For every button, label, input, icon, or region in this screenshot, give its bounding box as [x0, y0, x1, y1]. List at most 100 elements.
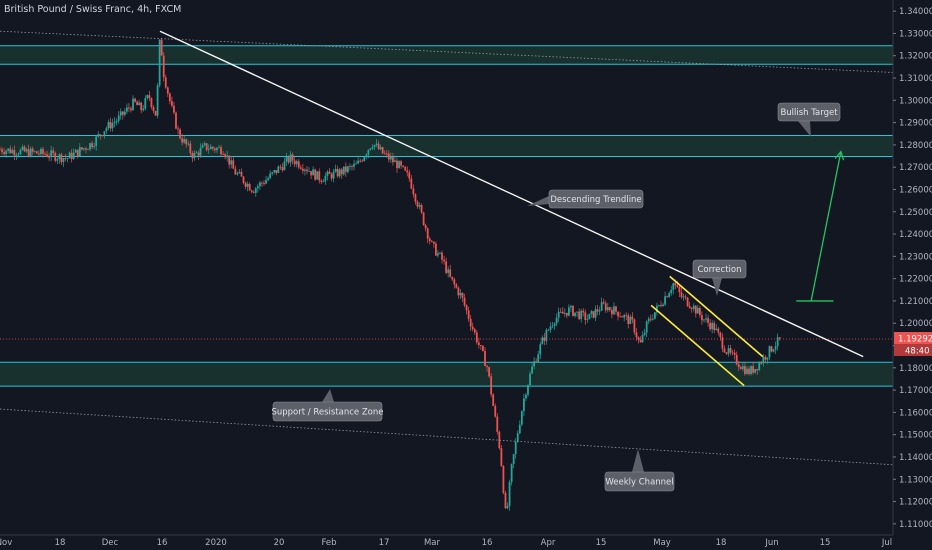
- candle-body-255: [520, 411, 523, 425]
- candle-body-355: [725, 352, 728, 354]
- candle-body-295: [602, 302, 605, 304]
- candle-body-231: [471, 326, 474, 330]
- candle-body-306: [625, 315, 628, 316]
- time-axis[interactable]: Nov18Dec16202020Feb17Mar16Apr15May18Jun1…: [0, 534, 932, 550]
- candle-body-8: [15, 154, 18, 156]
- candle-body-159: [324, 176, 327, 182]
- candle-body-163: [332, 171, 335, 179]
- candle-body-124: [252, 191, 255, 193]
- y-tick-label: 1.28000: [899, 141, 932, 151]
- callout-label: Weekly Channel: [605, 478, 673, 488]
- candle-body-340: [694, 305, 697, 314]
- candle-body-358: [731, 352, 734, 354]
- x-tick-label: Dec: [102, 538, 119, 548]
- candle-body-375: [766, 357, 769, 360]
- price-axis[interactable]: 1.34000 1.33000 1.32000 1.31000 1.30000 1.290…: [892, 0, 932, 550]
- candle-body-264: [539, 344, 542, 355]
- candle-body-115: [234, 168, 237, 175]
- candle-body-364: [744, 366, 746, 375]
- candle-body-143: [291, 154, 294, 161]
- candle-body-1: [1, 149, 3, 153]
- correction-channel-lower: [650, 304, 745, 387]
- callout-pointer: [527, 196, 549, 206]
- candle-body-349: [713, 322, 716, 331]
- candle-body-156: [318, 171, 321, 181]
- candle-body-29: [58, 154, 61, 160]
- candle-body-229: [467, 310, 470, 319]
- candle-body-18: [35, 151, 38, 154]
- candle-body-6: [11, 149, 14, 154]
- candle-body-266: [543, 337, 546, 341]
- target-arrow-shaft: [810, 151, 842, 302]
- y-tick-label: 1.27000: [899, 163, 932, 173]
- candle-body-234: [477, 342, 480, 346]
- candle-body-285: [582, 310, 585, 313]
- candle-body-210: [428, 238, 431, 242]
- candle-body-65: [132, 98, 134, 111]
- candle-body-14: [27, 149, 30, 157]
- candle-body-282: [576, 311, 579, 313]
- candle-body-33: [66, 158, 69, 160]
- y-tick-label: 1.26000: [899, 185, 932, 195]
- candle-body-86: [175, 112, 177, 129]
- candle-body-181: [369, 148, 372, 150]
- candle-body-353: [721, 337, 724, 349]
- candle-body-273: [557, 311, 560, 318]
- candle-body-354: [723, 348, 726, 353]
- candle-body-118: [240, 171, 243, 177]
- candle-body-300: [613, 306, 615, 315]
- candle-body-244: [498, 431, 501, 449]
- candle-body-214: [437, 253, 439, 256]
- candle-body-38: [76, 149, 79, 157]
- candle-body-47: [95, 136, 98, 147]
- candle-body-5: [9, 148, 12, 154]
- candle-body-48: [97, 134, 100, 137]
- candle-body-188: [383, 153, 386, 155]
- candle-body-215: [439, 252, 441, 254]
- candle-body-103: [209, 146, 212, 150]
- candle-body-157: [320, 180, 323, 182]
- candle-body-145: [295, 161, 298, 165]
- candle-body-237: [484, 351, 486, 367]
- candle-body-17: [33, 151, 36, 153]
- candle-body-288: [588, 313, 591, 320]
- candle-body-108: [220, 147, 222, 155]
- candle-body-20: [40, 148, 42, 155]
- candle-body-213: [434, 243, 437, 256]
- candle-body-146: [297, 161, 300, 168]
- candle-body-84: [171, 101, 173, 106]
- candle-body-36: [72, 152, 75, 159]
- candle-body-11: [21, 146, 24, 150]
- candle-body-366: [748, 368, 750, 375]
- candle-body-168: [342, 166, 345, 175]
- candle-body-348: [711, 322, 714, 330]
- candle-body-155: [316, 171, 319, 180]
- callout-box: [692, 259, 747, 279]
- time-axis-bg: [0, 535, 932, 550]
- candle-body-9: [17, 154, 20, 156]
- candle-body-272: [555, 317, 558, 324]
- candle-body-319: [651, 318, 654, 320]
- candle-body-135: [275, 170, 278, 173]
- candle-body-270: [551, 325, 554, 327]
- candle-body-279: [570, 306, 572, 308]
- candle-body-77: [156, 85, 159, 116]
- candle-body-302: [617, 311, 619, 317]
- candle-body-70: [142, 108, 145, 111]
- candle-body-200: [408, 172, 411, 179]
- candle-body-218: [445, 261, 448, 273]
- candle-body-317: [647, 318, 650, 322]
- candle-body-369: [754, 369, 757, 373]
- candle-body-240: [490, 376, 493, 395]
- candle-body-205: [418, 204, 421, 207]
- callout-box: [548, 189, 644, 209]
- candle-body-161: [328, 171, 331, 174]
- candle-body-303: [619, 316, 621, 318]
- candle-body-261: [533, 361, 536, 367]
- candle-body-73: [148, 95, 151, 99]
- candle-body-359: [733, 352, 736, 355]
- candle-body-323: [660, 305, 662, 307]
- x-tick-label: Mar: [424, 538, 441, 548]
- candle-body-236: [482, 345, 484, 352]
